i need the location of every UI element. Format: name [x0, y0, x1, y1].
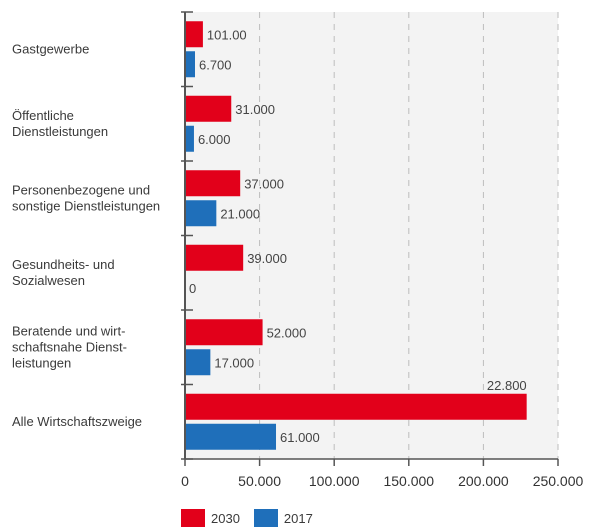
category-label-line: Dienstleistungen — [12, 124, 108, 139]
category-label: Gastgewerbe — [12, 41, 89, 56]
category-label: Personenbezogene und sonstige Dienstleist… — [12, 182, 160, 213]
data-label: 37.000 — [244, 176, 284, 191]
category-label-line: Gastgewerbe — [12, 41, 89, 56]
data-label: 31.000 — [235, 102, 275, 117]
category-label-line: Alle Wirtschaftszweige — [12, 414, 142, 429]
category-label-line: Gesundheits- und — [12, 257, 115, 272]
legend-label-2030: 2030 — [211, 510, 240, 526]
data-label: 0 — [189, 281, 196, 296]
data-label: 61.000 — [280, 430, 320, 445]
category-label: Öffentliche Dienstleistungen — [12, 108, 108, 139]
plot-background — [185, 12, 558, 459]
category-label: Gesundheits- und Sozialwesen — [12, 257, 115, 288]
bar-2017 — [185, 423, 277, 450]
legend: 2030 2017 — [181, 509, 313, 527]
category-label-line: schaftsnahe Dienst- — [12, 339, 127, 354]
bar-chart: 101.00 6.700 31.000 6.000 37.000 21.000 39.000… — [12, 11, 584, 489]
x-tick-label: 150.000 — [383, 473, 434, 489]
bar-2030 — [185, 319, 263, 346]
data-label: 22.800 — [487, 378, 527, 393]
axes — [181, 11, 559, 466]
bar-2030 — [185, 21, 203, 48]
data-label: 52.000 — [267, 325, 307, 340]
category-label: Alle Wirtschaftszweige — [12, 414, 142, 429]
legend-item-2030: 2030 — [181, 509, 240, 527]
data-label: 101.00 — [207, 27, 247, 42]
x-tick-label: 0 — [181, 473, 189, 489]
bar-2030 — [185, 244, 244, 271]
category-label-line: Beratende und wirt- — [12, 323, 125, 338]
legend-swatch-2030 — [181, 509, 205, 527]
x-tick-label: 100.000 — [309, 473, 360, 489]
data-label: 17.000 — [214, 355, 254, 370]
category-label-line: Sozialwesen — [12, 273, 85, 288]
category-label-line: Öffentliche — [12, 108, 74, 123]
data-label: 21.000 — [220, 206, 260, 221]
legend-label-2017: 2017 — [283, 510, 313, 526]
bar-2017 — [185, 349, 211, 376]
legend-item-2017: 2017 — [253, 509, 313, 527]
bar-2030 — [185, 95, 232, 122]
grid-lines — [259, 12, 559, 459]
data-label: 6.700 — [199, 57, 232, 72]
bars — [185, 21, 527, 450]
category-label-line: leistungen — [12, 355, 71, 370]
bar-2017 — [185, 51, 195, 78]
x-tick-label: 50.000 — [238, 473, 281, 489]
data-label: 6.000 — [198, 132, 231, 147]
category-label: Beratende und wirt-schaftsnahe Dienst-le… — [12, 323, 127, 370]
bar-2030 — [185, 170, 241, 197]
bar-2017 — [185, 125, 194, 152]
labels: 101.00 6.700 31.000 6.000 37.000 21.000 39.000… — [12, 27, 584, 489]
data-label: 39.000 — [247, 251, 287, 266]
bar-2030 — [185, 393, 527, 420]
x-tick-label: 250.000 — [533, 473, 584, 489]
category-label-line: sonstige Dienstleistungen — [12, 198, 160, 213]
legend-swatch-2017 — [253, 509, 278, 527]
category-label-line: Personenbezogene und — [12, 182, 150, 197]
x-tick-label: 200.000 — [458, 473, 509, 489]
bar-2017 — [185, 200, 217, 227]
